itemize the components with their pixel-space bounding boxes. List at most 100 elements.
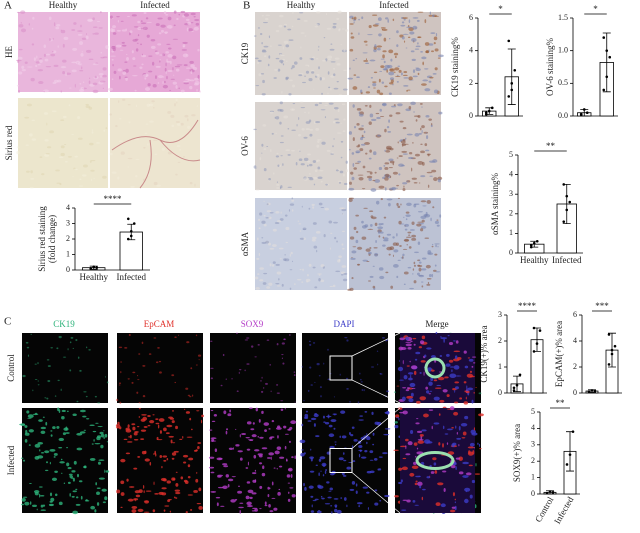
texture	[192, 66, 198, 71]
texture	[413, 370, 417, 376]
texture	[402, 153, 408, 155]
texture	[320, 470, 322, 472]
texture	[411, 58, 416, 61]
texture	[308, 173, 311, 175]
texture	[453, 358, 460, 362]
texture	[311, 504, 313, 508]
texture	[426, 441, 433, 444]
texture	[384, 187, 387, 191]
texture	[27, 103, 32, 107]
texture	[276, 183, 280, 187]
texture	[427, 250, 432, 254]
texture	[311, 236, 317, 240]
texture	[26, 170, 30, 173]
texture	[442, 425, 445, 430]
texture	[270, 148, 272, 153]
texture	[351, 277, 354, 280]
texture	[72, 347, 74, 350]
texture	[208, 456, 215, 459]
texture	[338, 255, 342, 258]
texture	[259, 485, 263, 490]
texture	[127, 166, 130, 168]
texture	[412, 500, 416, 503]
texture	[352, 137, 355, 142]
data-point	[565, 194, 569, 198]
texture	[445, 363, 451, 367]
texture	[430, 50, 435, 53]
texture	[279, 121, 282, 125]
texture	[159, 54, 164, 56]
texture	[253, 454, 257, 459]
texture	[51, 477, 58, 481]
texture	[435, 33, 438, 37]
data-point	[95, 266, 99, 269]
texture	[365, 44, 368, 46]
texture	[132, 426, 136, 431]
texture	[384, 162, 390, 165]
texture	[138, 415, 140, 418]
texture	[420, 360, 426, 363]
texture	[444, 433, 449, 435]
texture	[425, 114, 430, 118]
texture	[175, 68, 180, 72]
texture	[393, 264, 399, 268]
texture	[396, 157, 399, 159]
texture	[443, 338, 445, 343]
texture	[60, 152, 65, 157]
texture	[377, 134, 381, 137]
texture	[368, 157, 372, 160]
texture	[316, 510, 322, 514]
row-label: αSMA	[240, 231, 250, 256]
column-label: Healthy	[49, 0, 78, 10]
texture	[254, 469, 257, 472]
texture	[21, 65, 25, 69]
texture	[76, 115, 81, 120]
texture	[414, 358, 418, 361]
texture	[275, 29, 280, 33]
texture	[384, 428, 391, 430]
texture	[220, 384, 223, 387]
texture	[44, 153, 50, 157]
texture	[188, 457, 194, 461]
texture	[408, 246, 412, 249]
texture	[386, 198, 393, 201]
texture	[52, 50, 57, 54]
y-tick-label: 1.5	[558, 13, 568, 22]
texture	[31, 119, 36, 122]
texture	[45, 65, 52, 68]
texture	[330, 87, 332, 91]
texture	[315, 231, 321, 234]
texture	[333, 87, 339, 90]
texture	[287, 186, 292, 188]
texture	[427, 184, 430, 188]
texture	[351, 250, 357, 254]
y-tick-label: 2	[531, 456, 535, 465]
texture	[96, 435, 102, 439]
error-bar	[507, 48, 516, 105]
texture	[401, 36, 405, 40]
texture	[369, 275, 374, 278]
texture	[75, 503, 81, 506]
texture	[175, 425, 178, 430]
texture	[403, 77, 409, 79]
texture	[56, 347, 59, 350]
texture	[326, 27, 332, 30]
texture	[259, 32, 263, 36]
texture	[403, 271, 409, 275]
texture	[218, 457, 223, 460]
texture	[409, 382, 416, 388]
texture	[291, 494, 296, 498]
texture	[122, 71, 127, 75]
texture	[169, 60, 172, 65]
texture	[417, 264, 423, 268]
texture	[238, 371, 240, 374]
texture	[96, 487, 101, 489]
texture	[138, 408, 141, 410]
texture	[255, 286, 260, 290]
texture	[125, 452, 131, 455]
texture	[144, 87, 151, 91]
texture	[299, 268, 302, 271]
texture	[102, 175, 107, 179]
texture	[299, 101, 304, 103]
texture	[425, 386, 429, 390]
